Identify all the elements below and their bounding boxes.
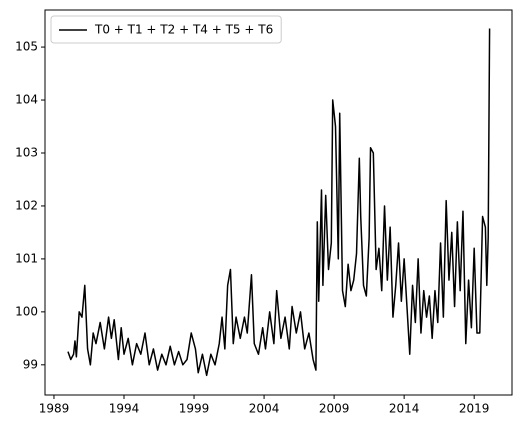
x-tick-label: 1999	[179, 402, 210, 416]
y-tick-label: 103	[15, 145, 38, 159]
plot-frame	[44, 9, 513, 396]
x-tick-label: 1994	[109, 402, 140, 416]
y-tick-label: 99	[23, 357, 38, 371]
x-tick-label: 2019	[459, 402, 490, 416]
legend-label: T0 + T1 + T2 + T4 + T5 + T6	[94, 23, 273, 37]
y-tick-label: 102	[15, 198, 38, 212]
x-tick-label: 1989	[39, 402, 70, 416]
y-tick-label: 100	[15, 304, 38, 318]
legend-box	[50, 15, 282, 44]
x-tick-label: 2004	[249, 402, 280, 416]
data-line	[67, 28, 491, 377]
y-tick-label: 101	[15, 251, 38, 265]
y-tick-label: 105	[15, 40, 38, 54]
y-tick-label: 104	[15, 93, 38, 107]
x-tick-label: 2009	[319, 402, 350, 416]
x-tick-label: 2014	[389, 402, 420, 416]
